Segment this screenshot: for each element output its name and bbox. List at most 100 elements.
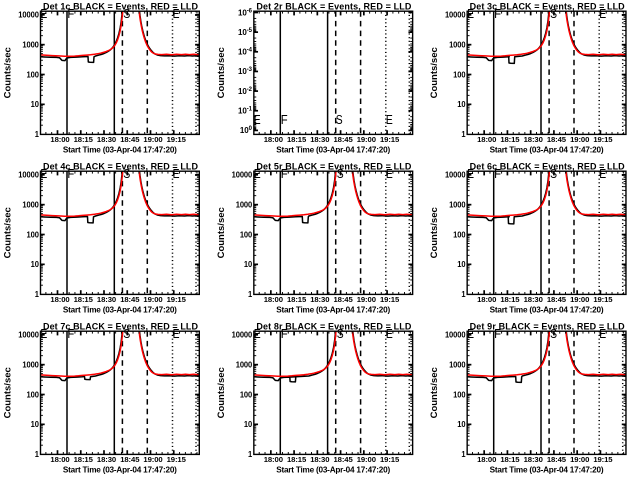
svg-text:18:45: 18:45 <box>547 135 567 144</box>
svg-text:Counts/sec: Counts/sec <box>3 47 14 98</box>
svg-text:18:00: 18:00 <box>264 295 283 304</box>
svg-text:Det 5r BLACK = Events, RED = L: Det 5r BLACK = Events, RED = LLD <box>256 161 412 171</box>
svg-text:18:15: 18:15 <box>74 295 94 304</box>
svg-text:10-1: 10-1 <box>238 107 253 116</box>
svg-text:19:15: 19:15 <box>380 135 400 144</box>
svg-text:E: E <box>40 326 47 341</box>
svg-text:Counts/sec: Counts/sec <box>216 47 227 98</box>
svg-text:19:00: 19:00 <box>570 135 589 144</box>
svg-text:18:45: 18:45 <box>334 295 354 304</box>
svg-text:19:00: 19:00 <box>570 455 589 464</box>
svg-text:1000: 1000 <box>22 360 39 369</box>
svg-text:1: 1 <box>461 290 466 299</box>
svg-text:10: 10 <box>31 260 40 269</box>
svg-text:Counts/sec: Counts/sec <box>429 47 440 98</box>
svg-text:18:15: 18:15 <box>74 135 94 144</box>
svg-text:100: 100 <box>240 390 253 399</box>
svg-text:10-4: 10-4 <box>238 48 253 57</box>
svg-text:18:00: 18:00 <box>477 455 496 464</box>
svg-text:1: 1 <box>35 130 40 139</box>
svg-text:19:15: 19:15 <box>593 135 613 144</box>
svg-text:19:00: 19:00 <box>570 295 589 304</box>
svg-text:Start Time (03-Apr-04 17:47:20: Start Time (03-Apr-04 17:47:20) <box>63 306 177 315</box>
svg-text:10: 10 <box>457 100 466 109</box>
svg-text:E: E <box>599 166 606 181</box>
svg-text:Counts/sec: Counts/sec <box>429 207 440 258</box>
svg-text:19:00: 19:00 <box>143 455 162 464</box>
svg-text:Start Time (03-Apr-04 17:47:20: Start Time (03-Apr-04 17:47:20) <box>490 466 604 475</box>
svg-text:18:45: 18:45 <box>120 455 140 464</box>
svg-text:E: E <box>40 6 47 21</box>
svg-text:19:00: 19:00 <box>357 135 376 144</box>
svg-text:10: 10 <box>457 260 466 269</box>
svg-text:Det 1c BLACK = Events, RED = L: Det 1c BLACK = Events, RED = LLD <box>43 1 199 11</box>
svg-text:10-5: 10-5 <box>238 28 253 37</box>
svg-text:F: F <box>67 6 74 21</box>
svg-text:Counts/sec: Counts/sec <box>3 207 14 258</box>
svg-text:1: 1 <box>461 130 466 139</box>
svg-text:18:15: 18:15 <box>500 455 520 464</box>
svg-text:18:45: 18:45 <box>547 455 567 464</box>
svg-text:18:45: 18:45 <box>120 135 140 144</box>
svg-text:F: F <box>494 6 501 21</box>
svg-text:Counts/sec: Counts/sec <box>216 367 227 418</box>
svg-text:18:30: 18:30 <box>310 455 329 464</box>
svg-text:E: E <box>173 326 180 341</box>
svg-text:Start Time (03-Apr-04 17:47:20: Start Time (03-Apr-04 17:47:20) <box>276 146 390 155</box>
svg-text:19:15: 19:15 <box>593 295 613 304</box>
svg-text:E: E <box>40 166 47 181</box>
svg-text:Det 3c BLACK = Events, RED = L: Det 3c BLACK = Events, RED = LLD <box>470 1 625 11</box>
svg-text:10-2: 10-2 <box>238 87 253 96</box>
svg-text:100: 100 <box>453 390 466 399</box>
svg-text:19:15: 19:15 <box>380 295 400 304</box>
svg-text:10: 10 <box>31 420 40 429</box>
svg-text:100: 100 <box>27 70 40 79</box>
svg-text:10000: 10000 <box>18 11 39 20</box>
svg-text:19:15: 19:15 <box>167 455 187 464</box>
svg-text:100: 100 <box>453 70 466 79</box>
svg-text:19:15: 19:15 <box>380 455 400 464</box>
svg-text:18:30: 18:30 <box>97 455 116 464</box>
svg-text:19:15: 19:15 <box>593 455 613 464</box>
svg-text:10: 10 <box>244 260 253 269</box>
svg-text:1000: 1000 <box>449 41 466 50</box>
svg-text:Start Time (03-Apr-04 17:47:20: Start Time (03-Apr-04 17:47:20) <box>63 466 177 475</box>
svg-text:10: 10 <box>31 100 40 109</box>
svg-text:100: 100 <box>240 126 253 135</box>
svg-text:1000: 1000 <box>449 201 466 210</box>
svg-text:18:15: 18:15 <box>287 295 307 304</box>
svg-text:18:15: 18:15 <box>500 135 520 144</box>
svg-text:18:00: 18:00 <box>264 455 283 464</box>
svg-text:10000: 10000 <box>445 171 466 180</box>
svg-text:1: 1 <box>248 290 253 299</box>
svg-text:Start Time (03-Apr-04 17:47:20: Start Time (03-Apr-04 17:47:20) <box>276 466 390 475</box>
svg-text:18:15: 18:15 <box>74 455 94 464</box>
svg-text:1: 1 <box>35 450 40 459</box>
svg-text:E: E <box>173 6 180 21</box>
svg-text:E: E <box>599 6 606 21</box>
svg-text:F: F <box>281 166 288 181</box>
svg-text:10-6: 10-6 <box>238 8 253 17</box>
svg-text:18:00: 18:00 <box>477 295 496 304</box>
svg-text:100: 100 <box>27 390 40 399</box>
svg-text:18:30: 18:30 <box>310 295 329 304</box>
svg-text:Det 4c BLACK = Events, RED = L: Det 4c BLACK = Events, RED = LLD <box>43 161 199 171</box>
svg-text:1000: 1000 <box>449 360 466 369</box>
svg-text:E: E <box>467 166 474 181</box>
svg-text:Det 9r BLACK = Events, RED = L: Det 9r BLACK = Events, RED = LLD <box>470 321 625 331</box>
svg-text:Counts/sec: Counts/sec <box>3 367 14 418</box>
svg-text:Det 2r BLACK = Events, RED = L: Det 2r BLACK = Events, RED = LLD <box>256 1 412 11</box>
svg-text:18:30: 18:30 <box>310 135 329 144</box>
svg-text:F: F <box>281 112 288 127</box>
svg-text:10000: 10000 <box>445 11 466 20</box>
svg-text:10: 10 <box>244 420 253 429</box>
svg-text:E: E <box>254 326 261 341</box>
svg-text:18:30: 18:30 <box>524 295 543 304</box>
svg-text:F: F <box>494 166 501 181</box>
svg-text:E: E <box>173 166 180 181</box>
svg-text:1000: 1000 <box>22 41 39 50</box>
svg-text:E: E <box>467 326 474 341</box>
svg-text:100: 100 <box>27 230 40 239</box>
svg-text:19:15: 19:15 <box>167 135 187 144</box>
svg-text:F: F <box>494 326 501 341</box>
